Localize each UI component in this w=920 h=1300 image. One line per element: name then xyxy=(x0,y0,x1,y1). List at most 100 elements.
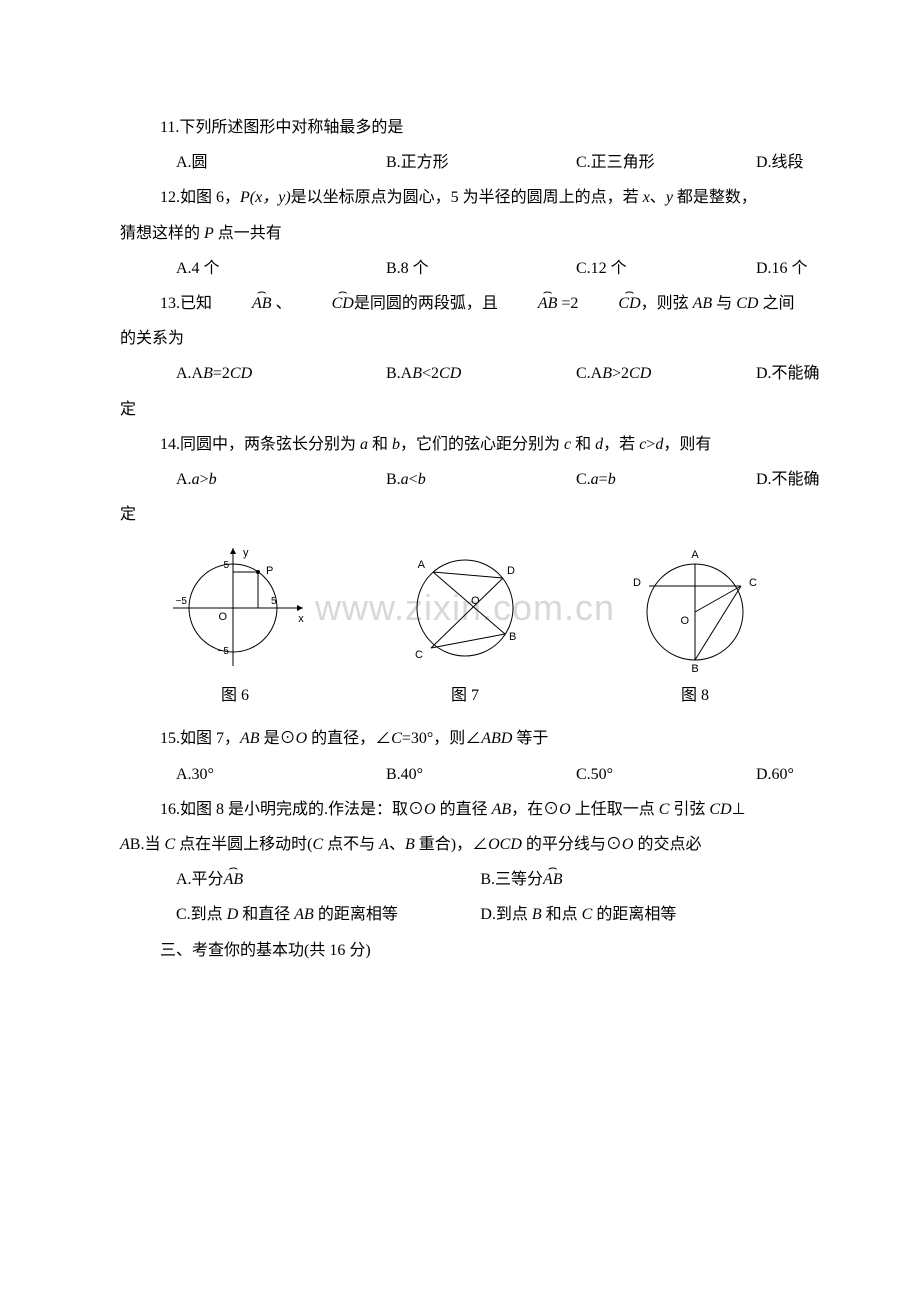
figure-8: ABCDO xyxy=(615,538,775,678)
q14-d-cont: 定 xyxy=(120,497,810,532)
svg-text:A: A xyxy=(418,559,426,571)
q16-O2: O xyxy=(559,801,571,818)
q14-opt-c: C.a=b xyxy=(576,462,756,497)
q15-stem: 15.如图 7，AB 是⊙O 的直径，∠C=30°，则∠ABD 等于 xyxy=(120,721,810,756)
q15-opt-a: A.30° xyxy=(176,757,386,792)
q15-t5: 等于 xyxy=(512,730,548,747)
svg-text:B: B xyxy=(691,663,698,675)
q14-options: A.a>b B.a<b C.a=b D.不能确 xyxy=(120,462,810,497)
q14-and: 和 xyxy=(368,436,392,453)
q12-Pvar: P xyxy=(204,225,214,242)
svg-text:P: P xyxy=(266,565,273,577)
svg-text:5: 5 xyxy=(271,596,277,607)
q14-and2: 和 xyxy=(571,436,595,453)
q12-x: x xyxy=(643,189,650,206)
svg-text:B: B xyxy=(509,631,516,643)
q16-c3: 点不与 xyxy=(323,836,379,853)
figure-6: P −5 5 5 −5 Ox y xyxy=(155,538,315,678)
q16-c4: 重合)，∠ xyxy=(415,836,488,853)
q12-cont-text: 猜想这样的 xyxy=(120,225,204,242)
fig7-caption: 图 7 xyxy=(365,678,565,713)
q13-AB: AB xyxy=(693,295,713,312)
q13-opt-d: D.不能确 xyxy=(756,356,820,391)
q11-stem: 11.下列所述图形中对称轴最多的是 xyxy=(120,110,810,145)
svg-text:5: 5 xyxy=(223,560,229,571)
q12-cont: 猜想这样的 P 点一共有 xyxy=(120,216,810,251)
section-3-heading: 三、考查你的基本功(共 16 分) xyxy=(120,933,810,968)
q16-c6: 的交点必 xyxy=(633,836,701,853)
q14-t4: ，则有 xyxy=(663,436,711,453)
svg-text:D: D xyxy=(507,565,515,577)
svg-text:−5: −5 xyxy=(218,646,230,657)
q11-opt-d: D.线段 xyxy=(756,145,804,180)
q14-a: a xyxy=(360,436,368,453)
q12-opt-a: A.4 个 xyxy=(176,251,386,286)
q16-A2: A xyxy=(379,836,389,853)
q12-xy: (x，y) xyxy=(250,189,291,206)
q13-stem: 13.已知AB 、CD是同圆的两段弧，且AB =2CD，则弦 AB 与 CD 之… xyxy=(120,286,810,356)
q13-arc-cd2: CD xyxy=(578,286,640,321)
q13-mid: 是同圆的两段弧，且 xyxy=(354,295,498,312)
q16-O: O xyxy=(424,801,436,818)
q13-d-cont: 定 xyxy=(120,392,810,427)
q16-C: C xyxy=(659,801,670,818)
q12-text3: 都是整数， xyxy=(673,189,757,206)
q16-cB: B. xyxy=(130,836,145,853)
q13-CD: CD xyxy=(736,295,758,312)
q13-post2: 与 xyxy=(712,295,736,312)
svg-text:−5: −5 xyxy=(176,596,188,607)
q12-stem: 12.如图 6，P(x，y)是以坐标原点为圆心，5 为半径的圆周上的点，若 x、… xyxy=(120,180,810,215)
q16-C3: C xyxy=(312,836,323,853)
q16-B2: B xyxy=(405,836,415,853)
svg-text:x: x xyxy=(298,613,304,625)
q13-post: ，则弦 xyxy=(641,295,693,312)
q11-opt-a: A.圆 xyxy=(176,145,386,180)
svg-text:O: O xyxy=(218,611,227,623)
q15-t3: 的直径，∠ xyxy=(307,730,391,747)
q13-opt-b: B.AB<2CD xyxy=(386,356,576,391)
q15-t1: 15.如图 7， xyxy=(160,730,240,747)
q16-C2: C xyxy=(164,836,175,853)
q16-opt-b: B.三等分AB xyxy=(480,862,784,897)
q14-t1: 14.同圆中，两条弦长分别为 xyxy=(160,436,360,453)
svg-text:y: y xyxy=(243,547,249,559)
q13-arc-cd: CD xyxy=(292,286,354,321)
q12-text: 12.如图 6， xyxy=(160,189,240,206)
q14-t3: ，若 xyxy=(603,436,639,453)
q16-CD: CD xyxy=(709,801,731,818)
svg-text:O: O xyxy=(471,595,480,607)
q12-y: y xyxy=(666,189,673,206)
q16-t4: 上任取一点 xyxy=(571,801,659,818)
q16-c5: 的平分线与⊙ xyxy=(522,836,622,853)
svg-text:O: O xyxy=(680,615,689,627)
q13-pre: 13.已知 xyxy=(160,295,212,312)
q15-opt-d: D.60° xyxy=(756,757,794,792)
q14-t2: ，它们的弦心距分别为 xyxy=(400,436,564,453)
q14-d: d xyxy=(595,436,603,453)
q14-opt-a: A.a>b xyxy=(176,462,386,497)
q16-c1: 当 xyxy=(144,836,164,853)
q13-sep: 、 xyxy=(272,295,292,312)
q12-cont2: 点一共有 xyxy=(214,225,282,242)
q16-opt-d: D.到点 B 和点 C 的距离相等 xyxy=(480,897,784,932)
q15-O: O xyxy=(296,730,308,747)
q15-AB: AB xyxy=(240,730,260,747)
q16-options-cd: C.到点 D 和直径 AB 的距离相等 D.到点 B 和点 C 的距离相等 xyxy=(120,897,810,932)
q15-t2: 是⊙ xyxy=(260,730,296,747)
q13-arc-ab: AB xyxy=(212,286,272,321)
q15-ABD: ABD xyxy=(481,730,512,747)
figure-captions: 图 6 图 7 图 8 xyxy=(120,678,810,713)
q15-opt-b: B.40° xyxy=(386,757,576,792)
q11-options: A.圆 B.正方形 C.正三角形 D.线段 xyxy=(120,145,810,180)
q15-t4: =30°，则∠ xyxy=(402,730,481,747)
q16-opt-a: A.平分AB xyxy=(176,862,480,897)
q13-opt-a: A.AB=2CD xyxy=(176,356,386,391)
q11-opt-c: C.正三角形 xyxy=(576,145,756,180)
q16-sep: 、 xyxy=(389,836,405,853)
svg-text:C: C xyxy=(749,577,757,589)
fig8-caption: 图 8 xyxy=(595,678,795,713)
q14-opt-b: B.a<b xyxy=(386,462,576,497)
figure-row: P−555−5Oxy ABCDO ABCDO xyxy=(120,538,810,678)
q16-t1: 16.如图 8 是小明完成的.作法是：取⊙ xyxy=(160,801,424,818)
q14-b: b xyxy=(392,436,400,453)
